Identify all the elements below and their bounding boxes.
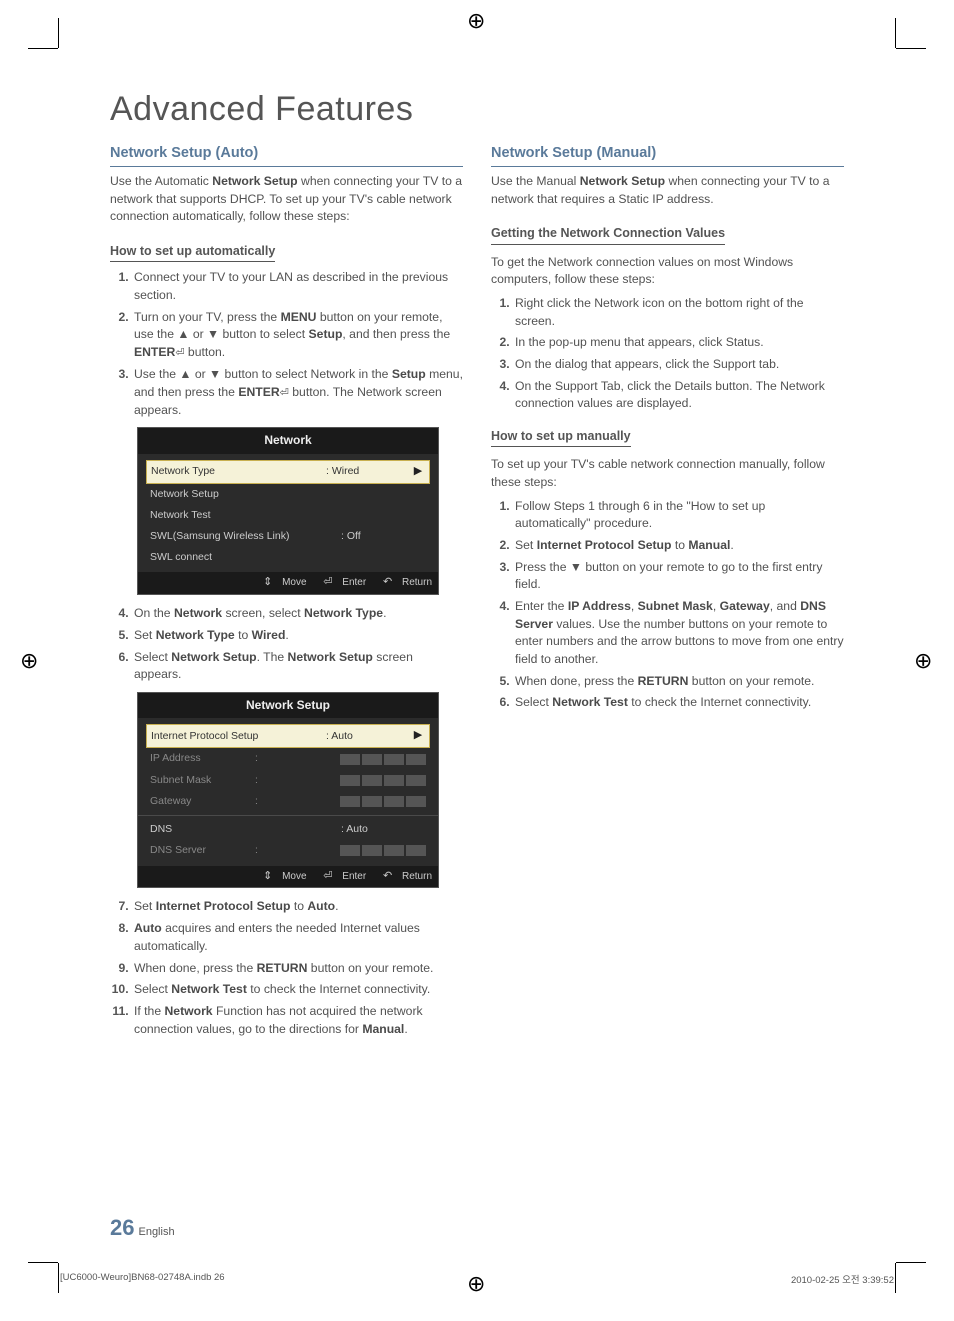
step: Right click the Network icon on the bott… <box>513 295 844 330</box>
osd-row: Network Setup <box>146 484 430 505</box>
osd-row-selected: Internet Protocol Setup : Auto ▶ <box>146 724 430 748</box>
sub-intro: To get the Network connection values on … <box>491 254 844 289</box>
step: On the Support Tab, click the Details bu… <box>513 378 844 413</box>
step: Auto acquires and enters the needed Inte… <box>132 920 463 955</box>
return-icon: ↶ <box>383 870 392 882</box>
step: When done, press the RETURN button on yo… <box>132 960 463 978</box>
steps-auto-3: Set Internet Protocol Setup to Auto. Aut… <box>110 898 463 1038</box>
intro-auto: Use the Automatic Network Setup when con… <box>110 173 463 226</box>
subheading-manual: How to set up manually <box>491 427 631 447</box>
steps-auto-1: Connect your TV to your LAN as described… <box>110 269 463 419</box>
move-icon: ⇕ <box>263 870 272 882</box>
arrow-right-icon: ▶ <box>411 728 425 744</box>
osd-footer: ⇕ Move ⏎ Enter ↶ Return <box>138 572 438 594</box>
step: Set Internet Protocol Setup to Auto. <box>132 898 463 916</box>
step: Select Network Setup. The Network Setup … <box>132 649 463 684</box>
step: On the Network screen, select Network Ty… <box>132 605 463 623</box>
osd-row: SWL connect <box>146 547 430 568</box>
osd-network-setup: Network Setup Internet Protocol Setup : … <box>137 692 439 888</box>
osd-row: DNS Server: <box>146 840 430 861</box>
step: On the dialog that appears, click the Su… <box>513 356 844 374</box>
osd-title: Network <box>138 428 438 453</box>
step: Set Network Type to Wired. <box>132 627 463 645</box>
step: When done, press the RETURN button on yo… <box>513 673 844 691</box>
print-footer: [UC6000-Weuro]BN68-02748A.indb 26 2010-0… <box>60 1272 894 1286</box>
registration-mark-icon: ⊕ <box>467 8 487 28</box>
sub-intro: To set up your TV's cable network connec… <box>491 456 844 491</box>
step: Connect your TV to your LAN as described… <box>132 269 463 304</box>
osd-title: Network Setup <box>138 693 438 718</box>
step: In the pop-up menu that appears, click S… <box>513 334 844 352</box>
left-column: Network Setup (Auto) Use the Automatic N… <box>110 143 463 1042</box>
section-heading-manual: Network Setup (Manual) <box>491 143 844 167</box>
osd-row: IP Address: <box>146 748 430 769</box>
steps-auto-2: On the Network screen, select Network Ty… <box>110 605 463 684</box>
step: Use the ▲ or ▼ button to select Network … <box>132 366 463 419</box>
step: Select Network Test to check the Interne… <box>513 694 844 712</box>
subheading-auto: How to set up automatically <box>110 242 275 262</box>
steps-values: Right click the Network icon on the bott… <box>491 295 844 413</box>
move-icon: ⇕ <box>263 576 272 588</box>
step: Turn on your TV, press the MENU button o… <box>132 309 463 362</box>
step: Set Internet Protocol Setup to Manual. <box>513 537 844 555</box>
osd-row-selected: Network Type : Wired ▶ <box>146 460 430 484</box>
subheading-values: Getting the Network Connection Values <box>491 224 725 244</box>
enter-icon: ⏎ <box>323 870 332 882</box>
osd-row: DNS: Auto <box>146 819 430 840</box>
osd-row: SWL(Samsung Wireless Link): Off <box>146 526 430 547</box>
enter-icon: ⏎ <box>175 347 184 359</box>
enter-icon: ⏎ <box>280 387 289 399</box>
registration-mark-icon: ⊕ <box>20 648 40 668</box>
osd-network: Network Network Type : Wired ▶ Network S… <box>137 427 439 595</box>
osd-row: Subnet Mask: <box>146 770 430 791</box>
step: If the Network Function has not acquired… <box>132 1003 463 1038</box>
step: Press the ▼ button on your remote to go … <box>513 559 844 594</box>
step: Follow Steps 1 through 6 in the "How to … <box>513 498 844 533</box>
osd-row: Network Test <box>146 505 430 526</box>
intro-manual: Use the Manual Network Setup when connec… <box>491 173 844 208</box>
enter-icon: ⏎ <box>323 576 332 588</box>
registration-mark-icon: ⊕ <box>914 648 934 668</box>
return-icon: ↶ <box>383 576 392 588</box>
page-number: 26English <box>110 1215 175 1241</box>
osd-row: Gateway: <box>146 791 430 812</box>
step: Select Network Test to check the Interne… <box>132 981 463 999</box>
section-heading-auto: Network Setup (Auto) <box>110 143 463 167</box>
steps-manual: Follow Steps 1 through 6 in the "How to … <box>491 498 844 713</box>
arrow-right-icon: ▶ <box>411 464 425 480</box>
osd-footer: ⇕ Move ⏎ Enter ↶ Return <box>138 866 438 888</box>
page-title: Advanced Features <box>110 90 844 129</box>
right-column: Network Setup (Manual) Use the Manual Ne… <box>491 143 844 1042</box>
step: Enter the IP Address, Subnet Mask, Gatew… <box>513 598 844 669</box>
